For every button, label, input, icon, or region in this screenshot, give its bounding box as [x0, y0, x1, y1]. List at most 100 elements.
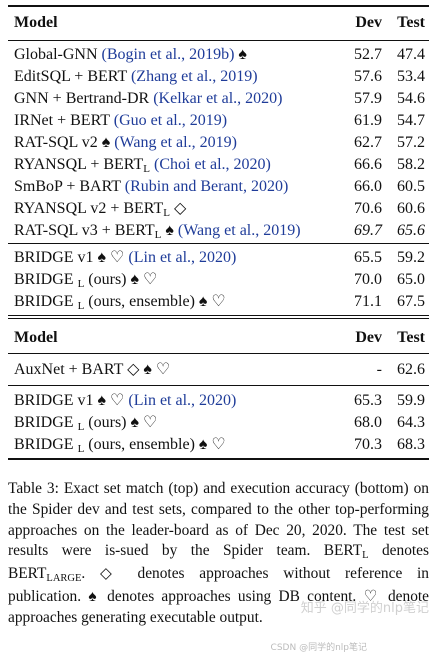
dev-score: 66.6 — [354, 156, 382, 173]
model-subscript: L — [77, 300, 85, 312]
model-name: Global-GNN (Bogin et al., 2019b) ♠ — [14, 44, 247, 66]
header-rule-1 — [8, 40, 429, 41]
group-rule-1 — [8, 243, 429, 244]
model-label: RAT-SQL v2 ♠ — [14, 134, 115, 151]
header-dev: Dev — [355, 329, 382, 346]
model-label-suffix: ◇ — [170, 200, 187, 217]
table-row: BRIDGE v1 ♠ ♡ (Lin et al., 2020) 65.3 59.9 — [8, 390, 429, 412]
model-label-suffix: (ours) ♠ ♡ — [84, 271, 158, 288]
citation-link: (Guo et al., 2019) — [113, 112, 228, 129]
model-name: RYANSQL v2 + BERTL ◇ — [14, 198, 186, 221]
test-score: 59.2 — [397, 249, 425, 266]
top-rule — [8, 5, 429, 7]
citation-link: (Kelkar et al., 2020) — [153, 90, 283, 107]
header-model: Model — [14, 329, 58, 346]
table-caption: Table 3: Exact set match (top) and execu… — [8, 479, 429, 629]
model-label: RYANSQL + BERT — [14, 156, 144, 173]
test-score: 57.2 — [397, 134, 425, 151]
dev-score: 65.5 — [354, 249, 382, 266]
citation-link: (Zhang et al., 2019) — [130, 68, 258, 85]
dev-score: 70.6 — [354, 200, 382, 217]
model-label: SmBoP + BART — [14, 178, 125, 195]
watermark-small: CSDN @同学的nlp笔记 — [270, 643, 367, 653]
model-subscript: L — [154, 229, 162, 241]
model-name: RAT-SQL v3 + BERTL ♠ (Wang et al., 2019) — [14, 220, 301, 243]
citation-link: (Bogin et al., 2019b) — [101, 46, 235, 63]
test-score: 65.0 — [397, 271, 425, 288]
model-label: RYANSQL v2 + BERT — [14, 200, 164, 217]
dev-score: 61.9 — [354, 112, 382, 129]
model-name: BRIDGE v1 ♠ ♡ (Lin et al., 2020) — [14, 247, 236, 269]
table-row: BRIDGE L (ours, ensemble) ♠ ♡ 71.1 67.5 — [8, 291, 429, 313]
test-score: 53.4 — [397, 68, 425, 85]
model-label: Global-GNN — [14, 46, 102, 63]
table-header-2: Model Dev Test — [8, 327, 429, 349]
table-row: BRIDGE L (ours) ♠ ♡ 68.0 64.3 — [8, 412, 429, 434]
model-name: IRNet + BERT (Guo et al., 2019) — [14, 110, 227, 132]
model-label: BRIDGE v1 ♠ ♡ — [14, 249, 129, 266]
model-name: GNN + Bertrand-DR (Kelkar et al., 2020) — [14, 88, 283, 110]
dev-score: 62.7 — [354, 134, 382, 151]
table-row: SmBoP + BART (Rubin and Berant, 2020) 66.… — [8, 176, 429, 198]
model-name: BRIDGE L (ours, ensemble) ♠ ♡ — [14, 434, 226, 457]
citation-link: (Lin et al., 2020) — [128, 249, 237, 266]
model-label-suffix: (ours, ensemble) ♠ ♡ — [84, 293, 226, 310]
table-row: GNN + Bertrand-DR (Kelkar et al., 2020) 5… — [8, 88, 429, 110]
model-name: BRIDGE L (ours, ensemble) ♠ ♡ — [14, 291, 226, 314]
citation-link: (Lin et al., 2020) — [128, 392, 237, 409]
model-label-suffix: ♠ — [161, 222, 178, 239]
test-score: 67.5 — [397, 293, 425, 310]
citation-link: (Wang et al., 2019) — [177, 222, 301, 239]
model-label: BRIDGE — [14, 436, 78, 453]
test-score: 60.6 — [397, 200, 425, 217]
table-row: IRNet + BERT (Guo et al., 2019) 61.9 54.7 — [8, 110, 429, 132]
table-row: EditSQL + BERT (Zhang et al., 2019) 57.6 5… — [8, 66, 429, 88]
header-test: Test — [397, 14, 425, 31]
dev-score: 57.6 — [354, 68, 382, 85]
caption-sub-2: LARGE — [46, 573, 82, 585]
caption-sub-1: L — [362, 550, 369, 562]
dev-score: 57.9 — [354, 90, 382, 107]
dev-score: 68.0 — [354, 414, 382, 431]
caption-text-2: denotes BERT — [8, 542, 429, 583]
model-label: AuxNet + BART ◇ ♠ ♡ — [14, 361, 171, 378]
model-name: SmBoP + BART (Rubin and Berant, 2020) — [14, 176, 288, 198]
test-score: 58.2 — [397, 156, 425, 173]
header-model: Model — [14, 14, 58, 31]
table-row: AuxNet + BART ◇ ♠ ♡ -62.6 — [8, 359, 429, 381]
watermark: 知乎 @同学的nlp笔记 — [300, 601, 429, 616]
test-score: 64.3 — [397, 414, 425, 431]
dev-score: 71.1 — [354, 293, 382, 310]
model-symbol: ♠ — [234, 46, 247, 63]
citation-link: (Choi et al., 2020) — [154, 156, 271, 173]
table-row: Global-GNN (Bogin et al., 2019b) ♠ 52.7 47… — [8, 44, 429, 66]
model-label: EditSQL + BERT — [14, 68, 131, 85]
test-score: 47.4 — [397, 46, 425, 63]
test-score: 65.6 — [397, 222, 425, 239]
dev-score: 66.0 — [354, 178, 382, 195]
test-score: 54.6 — [397, 90, 425, 107]
model-subscript: L — [77, 421, 85, 433]
header-test: Test — [397, 329, 425, 346]
table-row: BRIDGE v1 ♠ ♡ (Lin et al., 2020) 65.5 59.2 — [8, 247, 429, 269]
citation-link: (Rubin and Berant, 2020) — [124, 178, 289, 195]
dev-score: 52.7 — [354, 46, 382, 63]
dev-score: 69.7 — [354, 222, 382, 239]
dev-score: 70.0 — [354, 271, 382, 288]
model-name: AuxNet + BART ◇ ♠ ♡ — [14, 359, 170, 381]
section-rule — [8, 318, 429, 319]
model-name: BRIDGE L (ours) ♠ ♡ — [14, 412, 157, 435]
model-label-suffix: (ours, ensemble) ♠ ♡ — [84, 436, 226, 453]
dev-score: 70.3 — [354, 436, 382, 453]
header-dev: Dev — [355, 14, 382, 31]
test-score: 60.5 — [397, 178, 425, 195]
model-label: BRIDGE — [14, 293, 78, 310]
caption-text-1: Table 3: Exact set match (top) and execu… — [8, 480, 429, 560]
table-row: RYANSQL + BERTL (Choi et al., 2020) 66.6 5… — [8, 154, 429, 176]
model-name: RYANSQL + BERTL (Choi et al., 2020) — [14, 154, 271, 177]
model-label: RAT-SQL v3 + BERT — [14, 222, 155, 239]
model-subscript: L — [143, 163, 150, 175]
model-label: GNN + Bertrand-DR — [14, 90, 154, 107]
test-score: 59.9 — [397, 392, 425, 409]
test-score: 54.7 — [397, 112, 425, 129]
